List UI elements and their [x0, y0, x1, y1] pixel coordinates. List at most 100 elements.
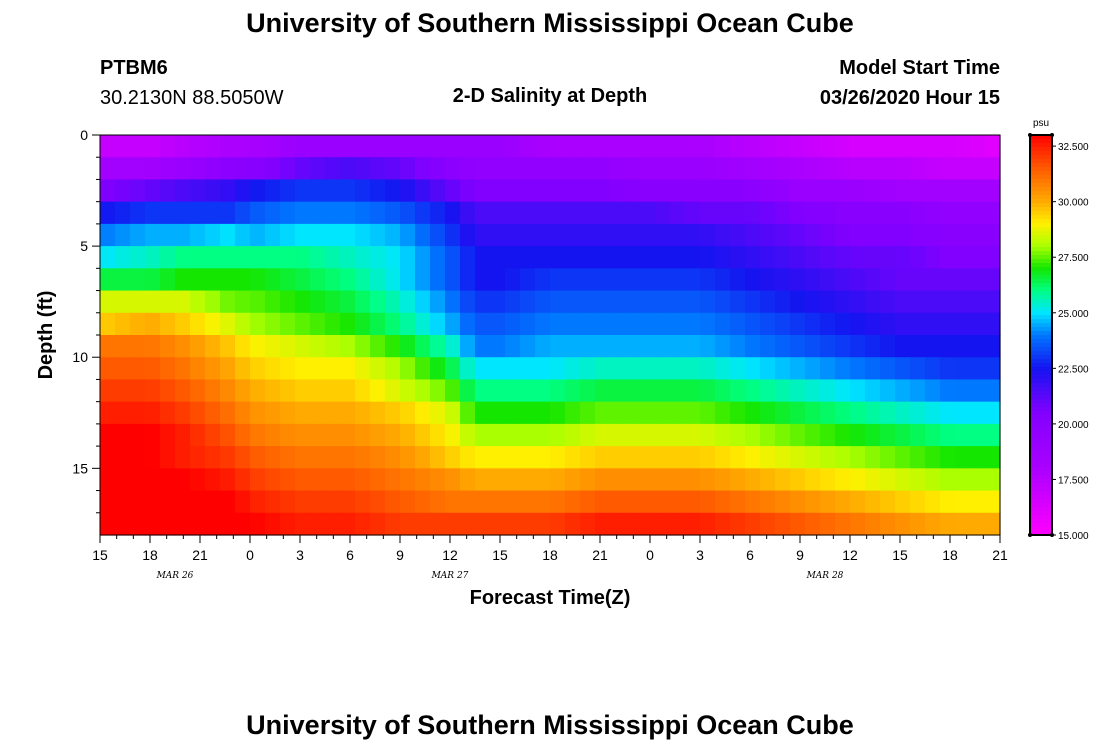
heatmap-cell [520, 379, 536, 403]
heatmap-cell [520, 312, 536, 336]
colorbar-segment [1030, 411, 1052, 416]
heatmap-cell [400, 246, 416, 269]
heatmap-cell [835, 490, 851, 514]
heatmap-cell [550, 468, 566, 492]
heatmap-cell [115, 223, 131, 247]
heatmap-cell [640, 468, 656, 492]
heatmap-cell [355, 157, 371, 181]
heatmap-cell [430, 357, 446, 381]
heatmap-cell [715, 335, 731, 358]
heatmap-cell [610, 179, 626, 203]
colorbar-tick-label: 17.500 [1058, 475, 1089, 486]
heatmap-cell [970, 268, 986, 292]
heatmap-cell [460, 312, 476, 336]
heatmap-cell [160, 335, 176, 358]
plot-title: 2-D Salinity at Depth [452, 85, 648, 107]
heatmap-cell [400, 135, 416, 158]
heatmap-cell [325, 401, 341, 425]
heatmap-cell [490, 246, 506, 269]
heatmap-cell [130, 490, 146, 514]
colorbar-segment [1030, 343, 1052, 348]
heatmap-cell [490, 179, 506, 203]
heatmap-cell [610, 201, 626, 225]
heatmap-cell [280, 246, 296, 269]
heatmap-cell [535, 290, 551, 314]
heatmap-cell [100, 446, 116, 469]
heatmap-cell [430, 446, 446, 469]
heatmap-cell [610, 157, 626, 181]
heatmap-cell [205, 512, 221, 536]
heatmap-cell [115, 135, 131, 158]
heatmap-cell [850, 223, 866, 247]
heatmap-cell [535, 401, 551, 425]
colorbar-segment [1030, 371, 1052, 376]
heatmap-cell [520, 157, 536, 181]
heatmap-cell [625, 223, 641, 247]
heatmap-cell [625, 446, 641, 469]
heatmap-cell [535, 135, 551, 158]
heatmap-cell [310, 312, 326, 336]
heatmap-cell [385, 357, 401, 381]
colorbar-segment [1030, 399, 1052, 404]
heatmap-cell [250, 357, 266, 381]
colorbar-segment [1030, 215, 1052, 220]
heatmap-cell [790, 312, 806, 336]
heatmap-cell [805, 379, 821, 403]
heatmap-cell [415, 268, 431, 292]
heatmap-cell [790, 135, 806, 158]
colorbar-segment [1030, 523, 1052, 528]
heatmap-cell [940, 335, 956, 358]
heatmap-cell [685, 401, 701, 425]
heatmap-cell [595, 401, 611, 425]
heatmap-cell [520, 357, 536, 381]
heatmap-cell [160, 179, 176, 203]
heatmap-cell [535, 468, 551, 492]
heatmap-cell [880, 379, 896, 403]
heatmap-cell [955, 490, 971, 514]
heatmap-cell [415, 223, 431, 247]
heatmap-cell [550, 157, 566, 181]
heatmap-cell [220, 179, 236, 203]
heatmap-cell [115, 357, 131, 381]
heatmap-cell [745, 446, 761, 469]
heatmap-cell [775, 290, 791, 314]
heatmap-cell [835, 335, 851, 358]
heatmap-cell [580, 335, 596, 358]
colorbar-segment [1030, 211, 1052, 216]
heatmap-cell [565, 357, 581, 381]
heatmap-cell [220, 223, 236, 247]
heatmap-cell [400, 379, 416, 403]
heatmap-cell [535, 335, 551, 358]
heatmap-cell [385, 423, 401, 447]
heatmap-cell [160, 357, 176, 381]
colorbar-segment [1030, 407, 1052, 412]
heatmap-cell [685, 423, 701, 447]
heatmap-cell [910, 201, 926, 225]
heatmap-cell [940, 157, 956, 181]
heatmap-cell [850, 268, 866, 292]
heatmap-cell [220, 268, 236, 292]
heatmap-cell [130, 290, 146, 314]
heatmap-cell [760, 135, 776, 158]
heatmap-cell [655, 357, 671, 381]
heatmap-cell [610, 312, 626, 336]
heatmap-cell [220, 490, 236, 514]
heatmap-cell [655, 312, 671, 336]
heatmap-cell [160, 423, 176, 447]
heatmap-cell [595, 379, 611, 403]
heatmap-cell [250, 312, 266, 336]
heatmap-cell [910, 135, 926, 158]
heatmap-cell [865, 423, 881, 447]
heatmap-cell [310, 179, 326, 203]
heatmap-cell [205, 423, 221, 447]
heatmap-cell [580, 357, 596, 381]
heatmap-cell [985, 490, 1001, 514]
heatmap-cell [550, 135, 566, 158]
heatmap-cell [550, 512, 566, 536]
heatmap-cell [745, 512, 761, 536]
heatmap-cell [385, 468, 401, 492]
heatmap-cell [775, 246, 791, 269]
heatmap-cell [715, 246, 731, 269]
heatmap-cell [160, 268, 176, 292]
heatmap-cell [685, 490, 701, 514]
